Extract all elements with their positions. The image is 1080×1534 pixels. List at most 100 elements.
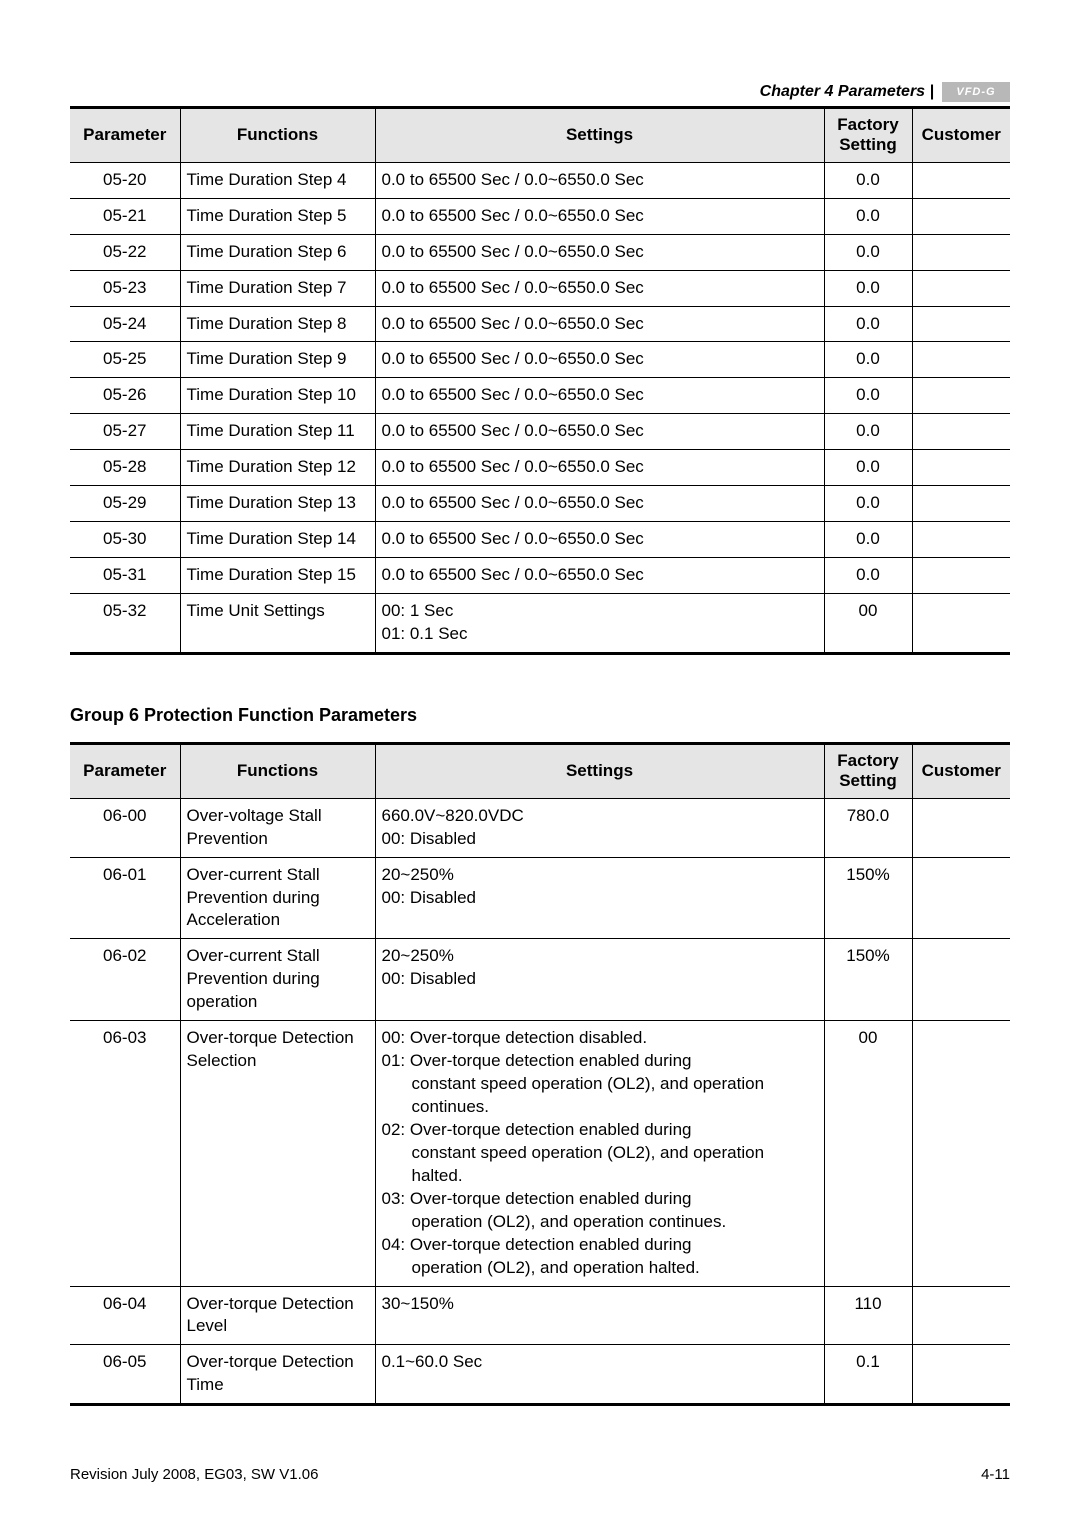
- col-settings: Settings: [375, 108, 824, 163]
- cell-parameter: 06-02: [70, 939, 180, 1021]
- table-row: 05-23Time Duration Step 70.0 to 65500 Se…: [70, 270, 1010, 306]
- cell-parameter: 05-31: [70, 558, 180, 594]
- table-row: 06-00Over-voltage Stall Prevention660.0V…: [70, 798, 1010, 857]
- parameter-table-group5: Parameter Functions Settings Factory Set…: [70, 106, 1010, 655]
- cell-factory: 150%: [824, 857, 912, 939]
- page-header: Chapter 4 Parameters | VFD-G: [70, 82, 1010, 102]
- cell-functions: Time Duration Step 15: [180, 558, 375, 594]
- col-factory: Factory Setting: [824, 108, 912, 163]
- table-header: Parameter Functions Settings Factory Set…: [70, 108, 1010, 163]
- cell-customer: [912, 162, 1010, 198]
- cell-factory: 0.0: [824, 234, 912, 270]
- cell-customer: [912, 234, 1010, 270]
- cell-parameter: 05-32: [70, 594, 180, 654]
- settings-line: operation (OL2), and operation continues…: [382, 1211, 818, 1234]
- parameter-table-group6: Parameter Functions Settings Factory Set…: [70, 742, 1010, 1406]
- table-row: 05-21Time Duration Step 50.0 to 65500 Se…: [70, 198, 1010, 234]
- cell-parameter: 06-01: [70, 857, 180, 939]
- cell-settings: 00: 1 Sec 01: 0.1 Sec: [375, 594, 824, 654]
- cell-settings: 30~150%: [375, 1286, 824, 1345]
- cell-settings: 20~250%00: Disabled: [375, 857, 824, 939]
- cell-parameter: 06-05: [70, 1345, 180, 1405]
- cell-functions: Time Duration Step 12: [180, 450, 375, 486]
- settings-line: 20~250%: [382, 864, 818, 887]
- cell-settings: 00: Over-torque detection disabled.01: O…: [375, 1021, 824, 1286]
- settings-line: 0.1~60.0 Sec: [382, 1351, 818, 1374]
- cell-settings: 0.0 to 65500 Sec / 0.0~6550.0 Sec: [375, 270, 824, 306]
- footer-page-number: 4-11: [981, 1466, 1010, 1483]
- cell-settings: 20~250%00: Disabled: [375, 939, 824, 1021]
- cell-factory: 0.0: [824, 558, 912, 594]
- cell-factory: 0.0: [824, 450, 912, 486]
- cell-functions: Over-current Stall Prevention during Acc…: [180, 857, 375, 939]
- cell-parameter: 05-29: [70, 486, 180, 522]
- cell-parameter: 06-03: [70, 1021, 180, 1286]
- cell-functions: Time Unit Settings: [180, 594, 375, 654]
- cell-customer: [912, 486, 1010, 522]
- cell-factory: 00: [824, 594, 912, 654]
- page: Chapter 4 Parameters | VFD-G Parameter F…: [0, 0, 1080, 1523]
- settings-line: 30~150%: [382, 1293, 818, 1316]
- cell-parameter: 06-00: [70, 798, 180, 857]
- cell-customer: [912, 414, 1010, 450]
- cell-factory: 0.0: [824, 486, 912, 522]
- cell-factory: 0.0: [824, 270, 912, 306]
- cell-customer: [912, 558, 1010, 594]
- table-row: 05-32Time Unit Settings00: 1 Sec 01: 0.1…: [70, 594, 1010, 654]
- cell-factory: 110: [824, 1286, 912, 1345]
- cell-parameter: 05-20: [70, 162, 180, 198]
- cell-customer: [912, 1021, 1010, 1286]
- cell-functions: Time Duration Step 9: [180, 342, 375, 378]
- cell-parameter: 05-21: [70, 198, 180, 234]
- table-row: 05-26Time Duration Step 100.0 to 65500 S…: [70, 378, 1010, 414]
- cell-parameter: 05-24: [70, 306, 180, 342]
- cell-functions: Time Duration Step 11: [180, 414, 375, 450]
- cell-parameter: 05-22: [70, 234, 180, 270]
- table-header: Parameter Functions Settings Factory Set…: [70, 743, 1010, 798]
- cell-parameter: 05-26: [70, 378, 180, 414]
- table-row: 05-20Time Duration Step 40.0 to 65500 Se…: [70, 162, 1010, 198]
- cell-parameter: 05-30: [70, 522, 180, 558]
- col-settings: Settings: [375, 743, 824, 798]
- settings-line: constant speed operation (OL2), and oper…: [382, 1142, 818, 1188]
- cell-settings: 0.0 to 65500 Sec / 0.0~6550.0 Sec: [375, 162, 824, 198]
- section-title-group6: Group 6 Protection Function Parameters: [70, 705, 1010, 726]
- cell-functions: Time Duration Step 10: [180, 378, 375, 414]
- cell-customer: [912, 522, 1010, 558]
- settings-line: 04: Over-torque detection enabled during: [382, 1234, 818, 1257]
- cell-settings: 660.0V~820.0VDC00: Disabled: [375, 798, 824, 857]
- cell-settings: 0.0 to 65500 Sec / 0.0~6550.0 Sec: [375, 486, 824, 522]
- page-footer: Revision July 2008, EG03, SW V1.06 4-11: [70, 1466, 1010, 1483]
- cell-customer: [912, 342, 1010, 378]
- cell-settings: 0.0 to 65500 Sec / 0.0~6550.0 Sec: [375, 450, 824, 486]
- cell-functions: Time Duration Step 4: [180, 162, 375, 198]
- cell-functions: Over-torque Detection Selection: [180, 1021, 375, 1286]
- cell-customer: [912, 306, 1010, 342]
- table-row: 05-31Time Duration Step 150.0 to 65500 S…: [70, 558, 1010, 594]
- cell-customer: [912, 1345, 1010, 1405]
- cell-parameter: 05-25: [70, 342, 180, 378]
- table-row: 05-29Time Duration Step 130.0 to 65500 S…: [70, 486, 1010, 522]
- cell-settings: 0.0 to 65500 Sec / 0.0~6550.0 Sec: [375, 522, 824, 558]
- cell-parameter: 06-04: [70, 1286, 180, 1345]
- cell-factory: 0.0: [824, 198, 912, 234]
- col-parameter: Parameter: [70, 108, 180, 163]
- table-row: 05-30Time Duration Step 140.0 to 65500 S…: [70, 522, 1010, 558]
- table-row: 05-22Time Duration Step 60.0 to 65500 Se…: [70, 234, 1010, 270]
- settings-line: 03: Over-torque detection enabled during: [382, 1188, 818, 1211]
- cell-customer: [912, 939, 1010, 1021]
- table-row: 05-28Time Duration Step 120.0 to 65500 S…: [70, 450, 1010, 486]
- cell-functions: Over-current Stall Prevention during ope…: [180, 939, 375, 1021]
- settings-line: 00: Over-torque detection disabled.: [382, 1027, 818, 1050]
- table-row: 05-27Time Duration Step 110.0 to 65500 S…: [70, 414, 1010, 450]
- cell-customer: [912, 798, 1010, 857]
- cell-parameter: 05-28: [70, 450, 180, 486]
- chapter-label: Chapter 4 Parameters |: [760, 83, 934, 101]
- cell-settings: 0.0 to 65500 Sec / 0.0~6550.0 Sec: [375, 378, 824, 414]
- cell-customer: [912, 198, 1010, 234]
- cell-settings: 0.0 to 65500 Sec / 0.0~6550.0 Sec: [375, 342, 824, 378]
- cell-functions: Time Duration Step 7: [180, 270, 375, 306]
- cell-factory: 0.0: [824, 306, 912, 342]
- table-row: 06-04Over-torque Detection Level30~150%1…: [70, 1286, 1010, 1345]
- cell-customer: [912, 594, 1010, 654]
